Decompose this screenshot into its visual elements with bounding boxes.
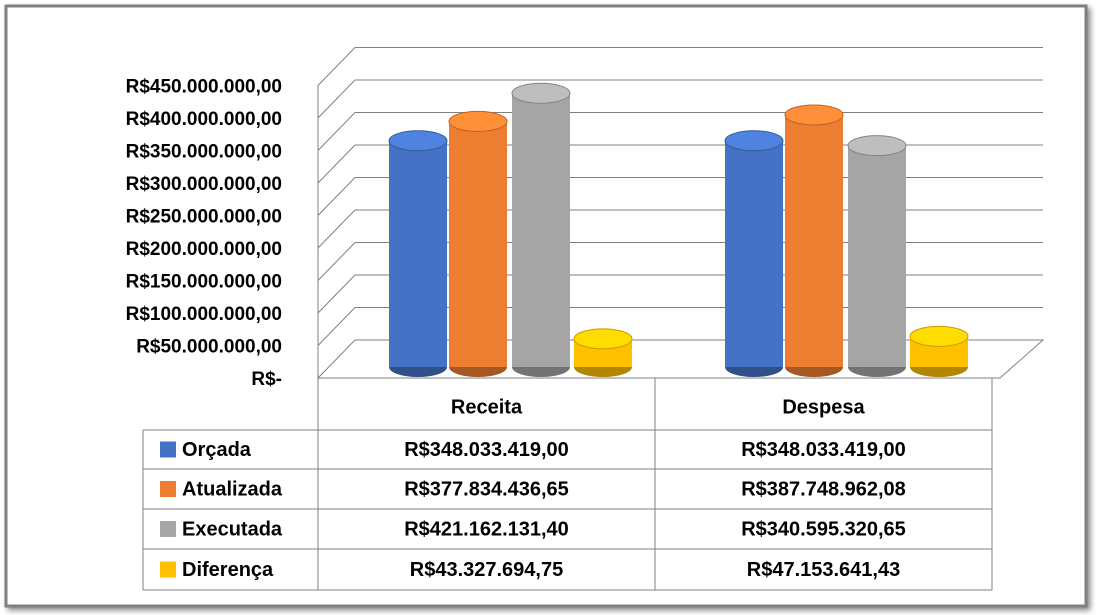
table-cell: R$377.834.436,65: [404, 478, 569, 500]
bar-top: [909, 325, 969, 347]
legend-swatch: [160, 481, 176, 497]
y-tick-label: R$250.000.000,00: [126, 207, 282, 228]
grid-line: [317, 79, 1043, 119]
bar-top: [784, 104, 844, 126]
column-header: Receita: [451, 396, 523, 418]
bar: [725, 140, 783, 367]
bar-top: [388, 130, 448, 152]
bar: [449, 121, 507, 367]
legend-label: Orçada: [182, 439, 252, 461]
table-cell: R$348.033.419,00: [404, 439, 569, 461]
table-cell: R$340.595.320,65: [741, 518, 906, 540]
bar: [512, 93, 570, 367]
y-tick-label: R$100.000.000,00: [126, 304, 282, 325]
bar: [785, 114, 843, 368]
table-cell: R$387.748.962,08: [741, 478, 906, 500]
legend-swatch: [160, 441, 176, 458]
y-tick-label: R$350.000.000,00: [126, 142, 282, 163]
y-tick-label: R$200.000.000,00: [126, 239, 282, 260]
y-tick-label: R$-: [251, 369, 282, 390]
y-tick-label: R$450.000.000,00: [126, 77, 282, 98]
bar-top: [573, 328, 633, 350]
y-tick-label: R$50.000.000,00: [136, 337, 282, 358]
bar-top: [724, 130, 784, 152]
legend-swatch: [160, 521, 176, 537]
bar: [389, 140, 447, 367]
table-cell: R$47.153.641,43: [747, 559, 900, 581]
bar: [848, 145, 906, 367]
table-cell: R$43.327.694,75: [410, 559, 563, 581]
bar-top: [511, 82, 571, 104]
bar-top: [847, 135, 907, 157]
y-tick-label: R$150.000.000,00: [126, 272, 282, 293]
legend-label: Atualizada: [182, 478, 283, 500]
y-tick-label: R$300.000.000,00: [126, 174, 282, 195]
legend-label: Executada: [182, 518, 283, 540]
column-header: Despesa: [782, 396, 865, 418]
table-cell: R$348.033.419,00: [741, 439, 906, 461]
legend-label: Diferença: [182, 559, 274, 581]
bar-top: [448, 110, 508, 132]
table-cell: R$421.162.131,40: [404, 518, 569, 540]
legend-swatch: [160, 561, 176, 578]
grid-line: [317, 47, 1043, 86]
y-tick-label: R$400.000.000,00: [126, 109, 282, 130]
